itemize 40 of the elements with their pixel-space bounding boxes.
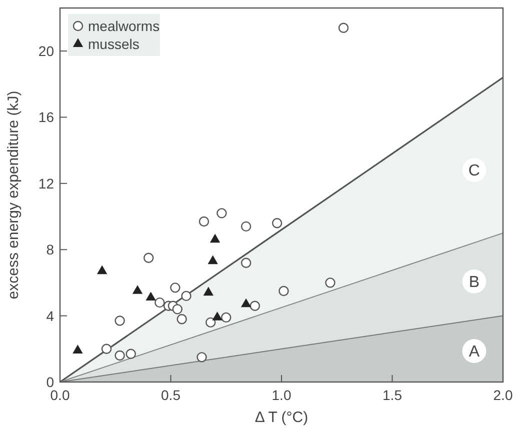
point: [146, 292, 156, 301]
point: [250, 300, 260, 311]
x-tick-label: 0.0: [50, 387, 70, 403]
point: [206, 317, 216, 328]
annotation: B: [468, 274, 480, 291]
legend-label: mealworms: [88, 18, 160, 34]
x-axis-title: Δ T (°C): [254, 409, 308, 426]
x-tick-label: 1.5: [382, 387, 402, 403]
point: [208, 255, 218, 264]
point: [101, 344, 112, 354]
point: [325, 278, 336, 288]
point: [203, 286, 214, 296]
y-axis-title: excess energy expenditure (kJ): [5, 90, 22, 300]
legend-label: mussels: [88, 36, 140, 52]
y-tick-label: 12: [38, 175, 54, 192]
y-tick-label: 4: [46, 308, 54, 324]
point: [126, 348, 136, 359]
point: [240, 298, 252, 308]
point: [278, 286, 289, 296]
point: [181, 290, 192, 302]
point: [176, 314, 187, 324]
y-tick-label: 8: [46, 242, 54, 258]
point: [212, 312, 222, 320]
annotation: A: [468, 344, 480, 361]
point: [132, 285, 143, 294]
point: [96, 265, 108, 274]
point: [210, 234, 220, 243]
point: [114, 350, 125, 361]
y-tick-label: 0: [46, 374, 54, 390]
x-tick-label: 1.0: [272, 387, 292, 403]
annotation: C: [468, 162, 480, 180]
x-tick-label: 0.5: [161, 387, 181, 403]
point: [196, 352, 207, 362]
y-tick-label: 16: [38, 109, 54, 126]
y-tick-label: 20: [38, 43, 54, 60]
point: [240, 258, 252, 268]
point: [221, 312, 232, 323]
point: [172, 304, 182, 314]
point: [72, 344, 83, 354]
x-tick-label: 2.0: [493, 387, 513, 403]
